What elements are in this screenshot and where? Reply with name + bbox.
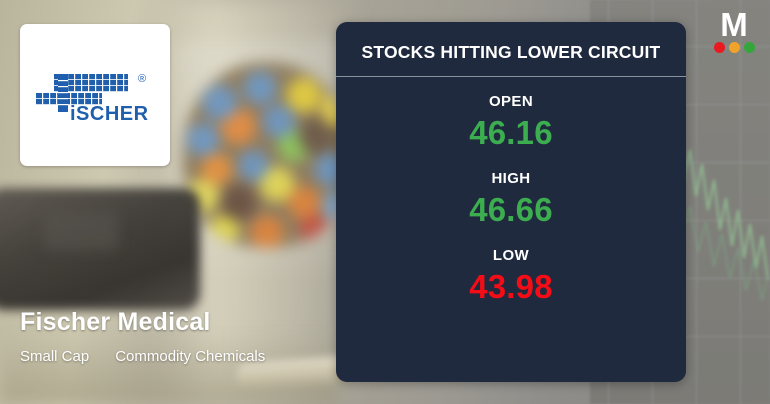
tag-sector: Commodity Chemicals xyxy=(115,348,266,365)
stats-card: STOCKS HITTING LOWER CIRCUIT OPEN 46.16 … xyxy=(336,22,686,382)
moneycontrol-logo: M xyxy=(708,6,760,56)
dot-orange-icon xyxy=(728,42,740,53)
dot-green-icon xyxy=(743,42,755,53)
stat-high-value: 46.66 xyxy=(469,191,553,228)
dot-red-icon xyxy=(713,42,725,53)
card-title: STOCKS HITTING LOWER CIRCUIT xyxy=(361,41,661,62)
background-candy-jar xyxy=(183,62,351,247)
company-logo-box: iSCHER ® xyxy=(20,24,170,166)
background-device-screen xyxy=(44,212,118,250)
moneycontrol-dots xyxy=(708,42,760,53)
fischer-logo-icon: iSCHER ® xyxy=(36,73,149,124)
stat-open-label: OPEN xyxy=(488,93,534,110)
fischer-wordmark: iSCHER xyxy=(70,103,149,124)
stat-high-label: HIGH xyxy=(491,170,531,187)
stats-list: OPEN 46.16 HIGH 46.66 LOW 43.98 xyxy=(336,77,686,306)
moneycontrol-letter: M xyxy=(720,6,748,43)
stat-low-label: LOW xyxy=(492,247,530,264)
stat-low-value: 43.98 xyxy=(469,268,553,305)
stat-low: LOW 43.98 xyxy=(336,247,686,306)
registered-mark-icon: ® xyxy=(138,73,146,85)
company-name: Fischer Medical xyxy=(20,308,211,336)
stat-open: OPEN 46.16 xyxy=(336,93,686,152)
company-tags: Small Cap Commodity Chemicals xyxy=(20,348,265,365)
stat-high: HIGH 46.66 xyxy=(336,170,686,229)
stat-open-value: 46.16 xyxy=(469,114,553,151)
tag-market-cap: Small Cap xyxy=(20,348,90,365)
card-divider xyxy=(336,76,686,77)
